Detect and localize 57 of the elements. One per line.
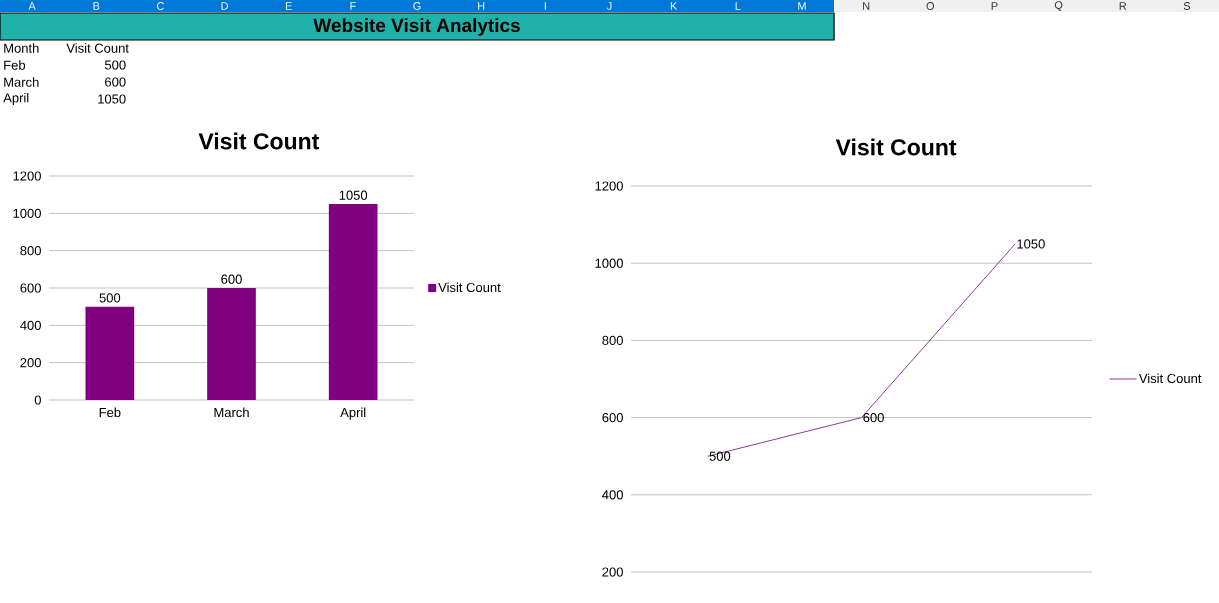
text: Website Visit Analytics <box>313 18 520 36</box>
category-label: L <box>735 2 741 10</box>
y-tick-label: 800 <box>602 335 623 346</box>
category-label: K <box>670 2 678 10</box>
category-label: C <box>156 2 164 10</box>
legend-label: Visit Count <box>1138 373 1202 384</box>
text: 500 <box>104 60 126 70</box>
legend-label: Visit Count <box>438 282 501 293</box>
category-label: D <box>221 2 228 10</box>
category-label: A <box>28 2 36 10</box>
category-label: S <box>1183 2 1191 10</box>
bar <box>85 306 135 401</box>
y-tick-label: 1200 <box>13 171 41 181</box>
y-tick-label: 600 <box>602 413 623 423</box>
category-label: O <box>926 2 935 10</box>
text: Month <box>4 43 39 53</box>
y-tick-label: 200 <box>20 358 41 368</box>
category-label: Q <box>1054 1 1063 11</box>
category-label: I <box>544 2 546 10</box>
y-tick-label: 800 <box>20 246 41 256</box>
text: March <box>4 77 39 87</box>
data-label: 600 <box>863 413 884 423</box>
y-tick-label: 400 <box>602 490 623 500</box>
text: 600 <box>105 77 126 87</box>
category-label: P <box>991 2 998 10</box>
chart-title: Visit Count <box>835 138 957 156</box>
data-label: 600 <box>221 274 242 284</box>
category-label: J <box>606 2 612 10</box>
category-label: E <box>285 2 292 10</box>
x-tick-label: March <box>214 407 249 418</box>
category-label: H <box>478 2 485 10</box>
data-label: 1050 <box>339 190 368 200</box>
text: 1050 <box>98 94 126 104</box>
category-label: B <box>93 2 100 10</box>
bar <box>207 288 256 401</box>
x-tick-label: Feb <box>99 407 121 418</box>
y-tick-label: 1200 <box>595 181 623 191</box>
data-label: 500 <box>99 293 121 303</box>
category-label: M <box>798 2 806 10</box>
y-tick-label: 1000 <box>595 258 623 268</box>
y-tick-label: 400 <box>20 320 41 330</box>
bar <box>328 204 378 401</box>
category-label: F <box>350 2 356 10</box>
data-label: 500 <box>709 451 731 461</box>
y-tick-label: 200 <box>602 567 623 577</box>
data-label: 1050 <box>1017 239 1045 249</box>
x-tick-label: April <box>340 407 366 420</box>
text: April <box>3 92 29 106</box>
category-label: R <box>1119 2 1127 10</box>
category-label: G <box>413 2 421 10</box>
text: Visit Count <box>66 43 129 53</box>
y-tick-label: 600 <box>20 283 41 293</box>
chart-title: Visit Count <box>198 132 320 150</box>
y-tick-label: 0 <box>34 395 41 405</box>
y-tick-label: 1000 <box>13 208 41 218</box>
text: Feb <box>4 60 26 70</box>
category-label: N <box>863 2 870 10</box>
